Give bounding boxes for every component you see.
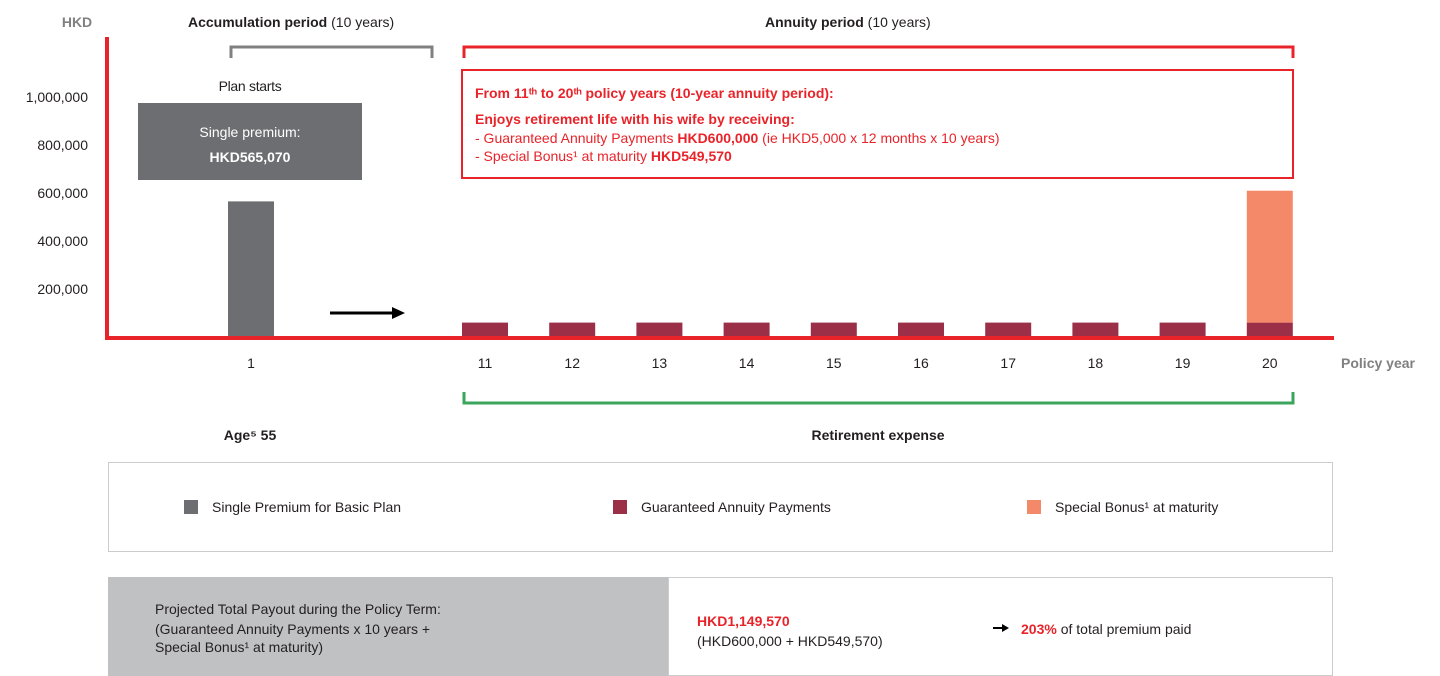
arrow-head [1002,624,1009,632]
bar [1246,322,1293,337]
annotation-bullet: - Guaranteed Annuity Payments HKD600,000… [475,130,1000,146]
legend-swatch [613,500,627,514]
bullet-amount: HKD600,000 [677,130,758,146]
bar [898,322,944,337]
x-tick-label: 1 [247,355,255,371]
annotation-box [461,69,1294,179]
period-header: Accumulation period (10 years) [188,14,394,30]
ratio-value: 203% [1021,621,1057,637]
x-tick-label: 19 [1175,355,1191,371]
arrow-head [392,307,405,319]
summary-ratio: 203% of total premium paid [1021,621,1191,637]
legend-swatch [184,500,198,514]
annuity-bracket [462,45,1295,58]
legend [108,462,1333,552]
x-tick-label: 20 [1262,355,1278,371]
summary-right [668,577,1333,676]
summary-total: HKD1,149,570 [697,613,790,629]
bar [549,322,596,337]
x-tick-label: 18 [1088,355,1104,371]
bar [723,322,770,337]
legend-items: Single Premium for Basic Plan Guaranteed … [184,499,1218,515]
x-tick-label: 17 [1000,355,1016,371]
bar [1159,322,1206,337]
premium-box [138,103,362,180]
bar [985,322,1032,337]
bar [636,322,683,337]
legend-swatch [1027,500,1041,514]
x-tick-label: 13 [652,355,668,371]
x-tick-label: 16 [913,355,929,371]
y-axis-label: HKD [62,14,92,30]
bar [1246,190,1293,323]
accumulation-bracket [229,45,434,58]
age-label: Age⁵ 55 [224,427,277,443]
summary-formula: (Guaranteed Annuity Payments x 10 years … [155,621,430,637]
x-axis-label: Policy year [1341,355,1415,371]
summary-title: Projected Total Payout during the Policy… [155,601,441,617]
annotation-heading: From 11ᵗʰ to 20ᵗʰ policy years (10-year … [475,85,834,101]
y-tick-label: 800,000 [37,137,88,153]
summary-left [108,577,668,676]
expense-bracket [462,392,1295,405]
y-tick-label: 1,000,000 [26,89,88,105]
x-tick-label: 11 [478,355,493,371]
premium-box-amount: HKD565,070 [210,149,291,165]
y-tick-label: 400,000 [37,233,88,249]
period-label: Annuity period [765,14,864,30]
period-header: Annuity period (10 years) [765,14,931,30]
period-label: Accumulation period [188,14,327,30]
bar [228,201,274,337]
annotation-bullet: - Special Bonus¹ at maturity HKD549,570 [475,148,732,164]
premium-box-line: Single premium: [199,124,300,140]
annotation-intro: Enjoys retirement life with his wife by … [475,111,795,127]
ratio-text: of total premium paid [1057,621,1192,637]
y-tick-label: 600,000 [37,185,88,201]
x-tick-label: 15 [826,355,842,371]
period-note: (10 years) [327,14,394,30]
bar [1072,322,1119,337]
summary-formula: Special Bonus¹ at maturity) [155,639,323,655]
legend-label: Special Bonus¹ at maturity [1055,499,1218,515]
x-tick-label: 12 [564,355,580,371]
bullet-text: - Special Bonus¹ at maturity [475,148,651,164]
x-tick-label: 14 [739,355,755,371]
bullet-amount: HKD549,570 [651,148,732,164]
plan-start-caption: Plan starts [219,78,282,94]
legend-label: Single Premium for Basic Plan [212,499,401,515]
expense-label: Retirement expense [811,427,944,443]
summary-breakdown: (HKD600,000 + HKD549,570) [697,633,883,649]
period-note: (10 years) [864,14,931,30]
plot [228,190,1293,337]
bar [810,322,857,337]
legend-label: Guaranteed Annuity Payments [641,499,831,515]
bullet-detail: (ie HKD5,000 x 12 months x 10 years) [758,130,999,146]
bullet-text: - Guaranteed Annuity Payments [475,130,677,146]
y-tick-label: 200,000 [37,281,88,297]
bar [462,322,508,337]
